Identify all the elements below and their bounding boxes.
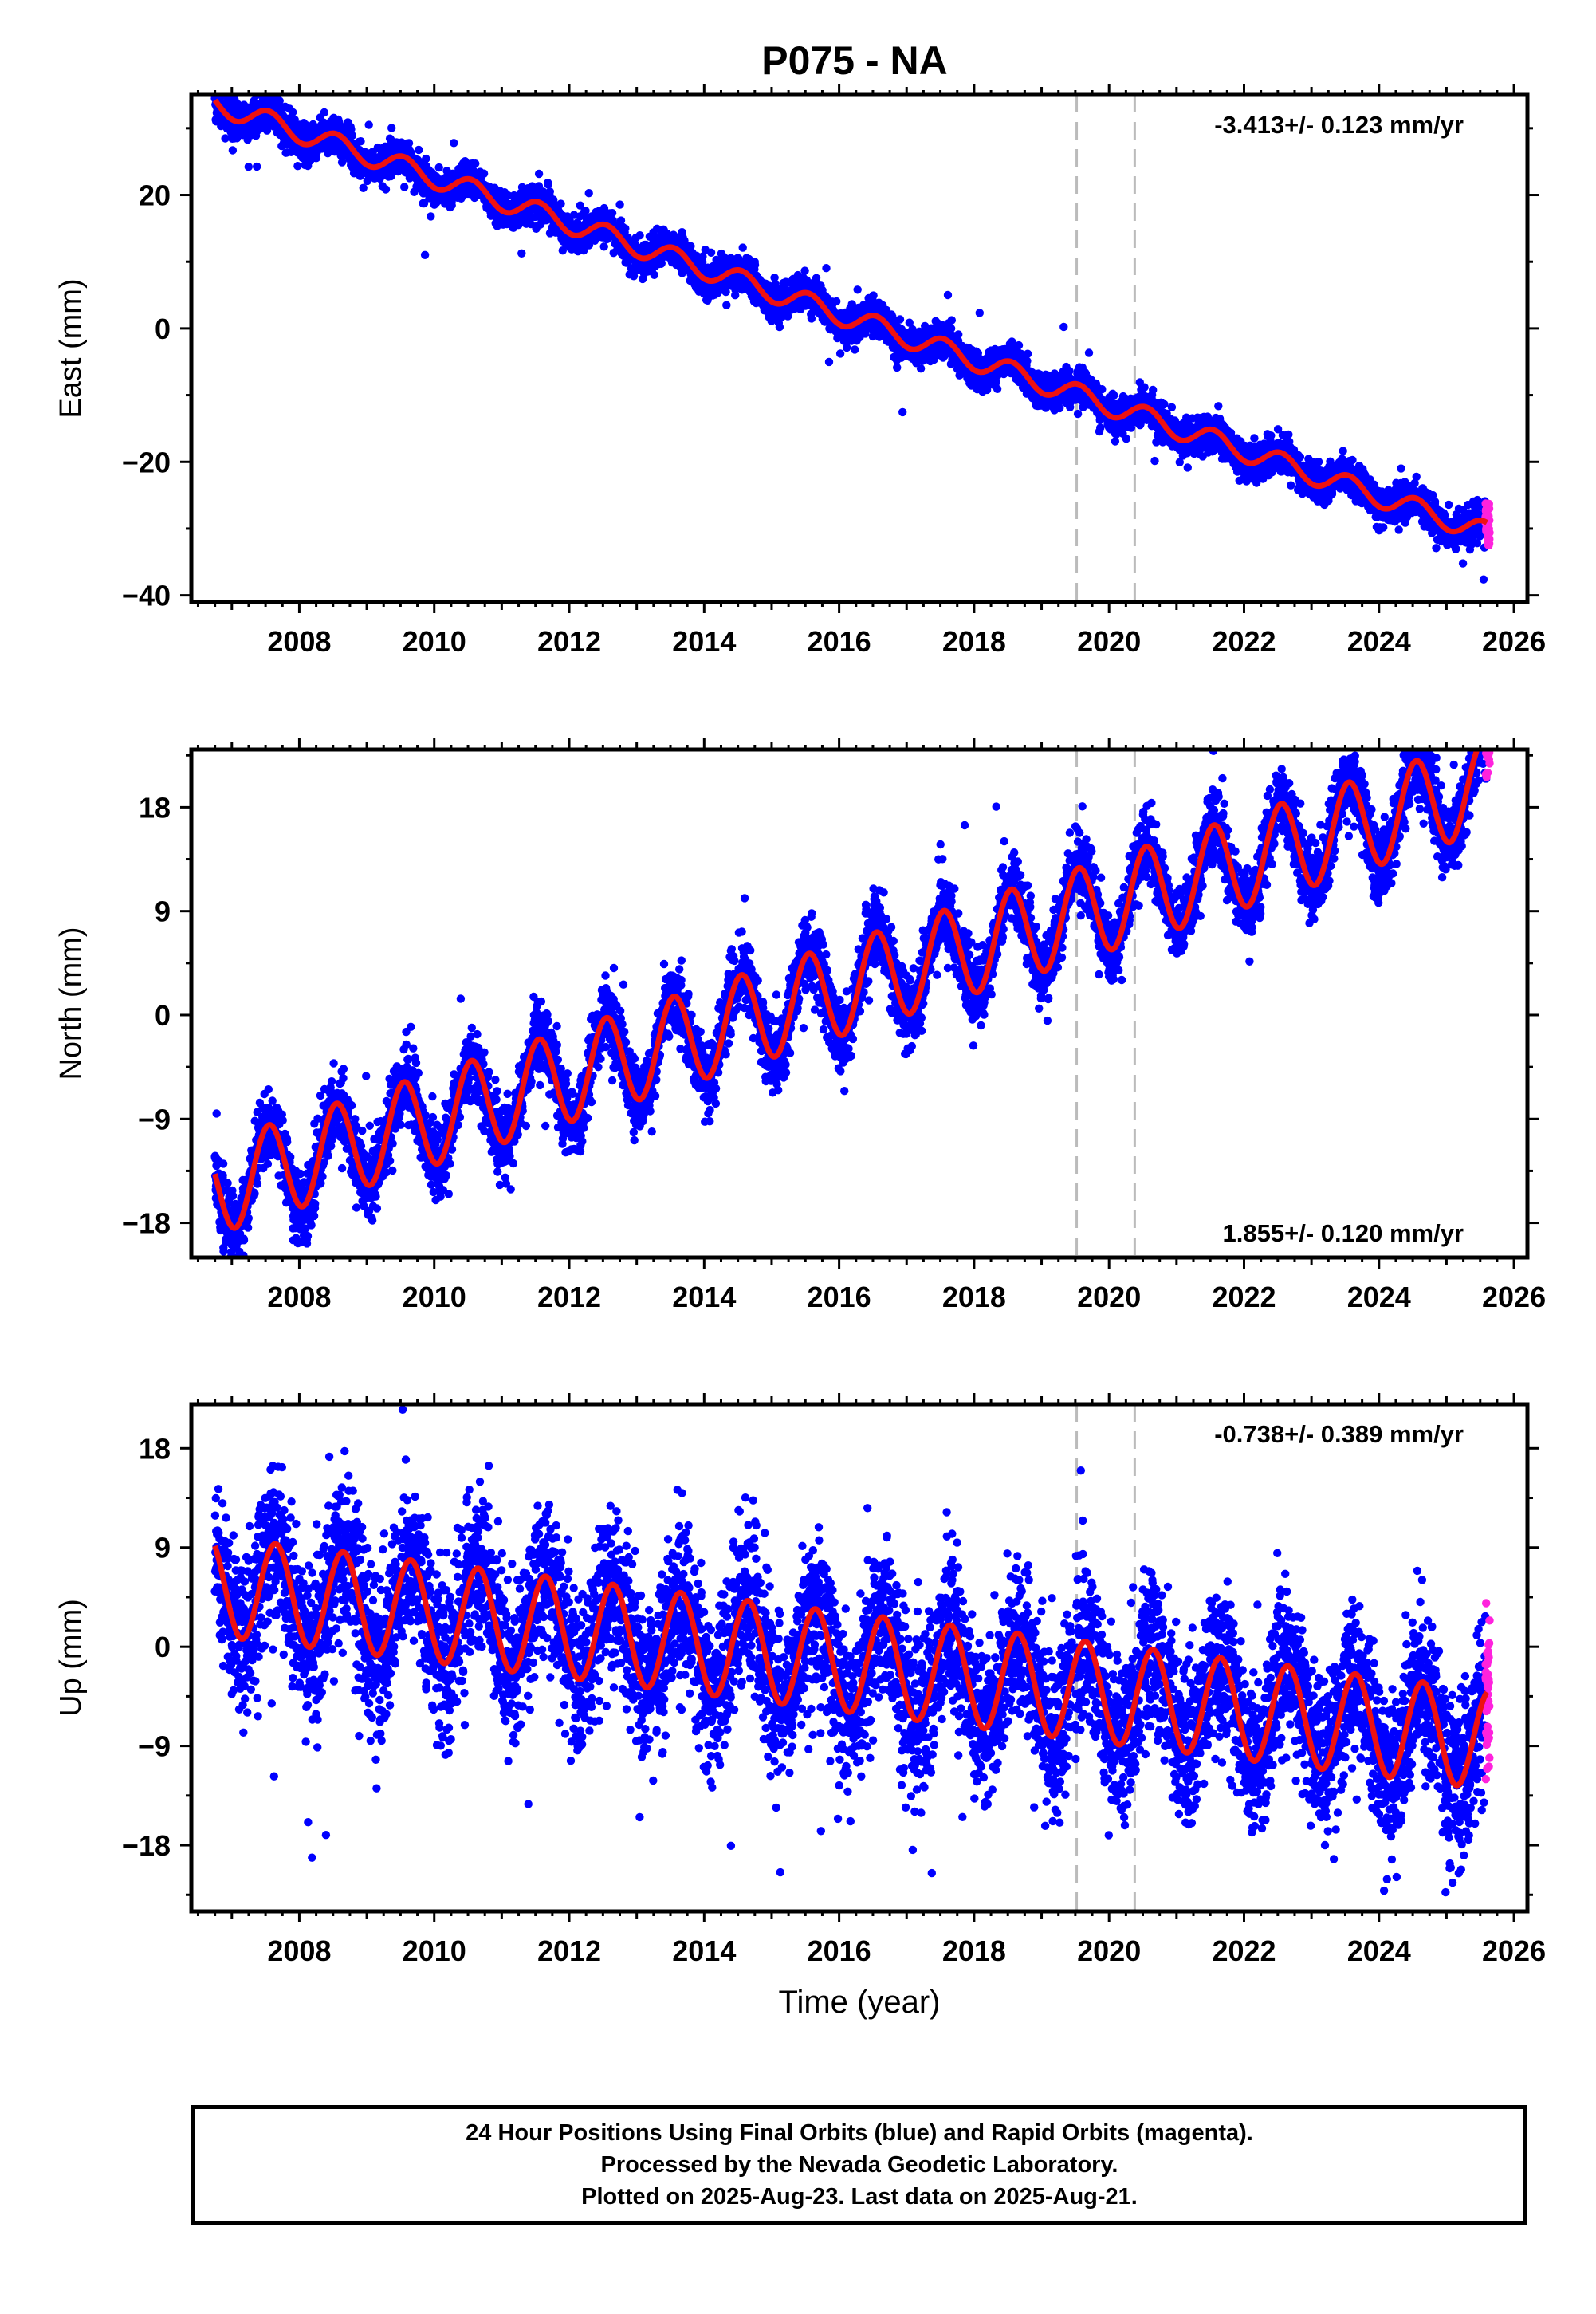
final-orbit-point xyxy=(404,139,414,148)
panels-container: 2008 2010 2012 2014 2016 2018 2020 2022 2024 2026… xyxy=(54,76,1546,2020)
final-orbit-point xyxy=(869,291,878,300)
final-orbit-point xyxy=(387,124,396,132)
final-orbit-point xyxy=(832,297,841,306)
final-orbit-point xyxy=(214,80,222,88)
final-orbit-point xyxy=(1122,435,1131,443)
final-orbit-point xyxy=(1065,367,1074,376)
final-orbit-point xyxy=(650,270,658,279)
final-orbit-point xyxy=(545,187,554,196)
final-orbit-point xyxy=(943,290,953,300)
final-orbit-point xyxy=(835,349,845,358)
final-orbit-point xyxy=(635,231,644,240)
final-orbit-point xyxy=(253,162,261,171)
final-orbit-point xyxy=(722,301,731,309)
final-orbit-point xyxy=(1098,385,1107,394)
final-orbit-point xyxy=(217,81,225,89)
final-orbit-point xyxy=(898,407,907,417)
final-orbit-point xyxy=(544,180,552,189)
final-orbit-point xyxy=(800,266,809,275)
final-orbit-point xyxy=(255,76,263,84)
final-orbit-point xyxy=(517,249,526,258)
final-orbit-point xyxy=(615,200,624,209)
final-orbit-point xyxy=(504,191,513,200)
final-orbit-point xyxy=(228,146,238,155)
final-orbit-point xyxy=(750,261,760,270)
figure-title: P075 - NA xyxy=(761,38,947,83)
final-orbit-point xyxy=(422,154,430,163)
final-orbit-point xyxy=(807,314,816,323)
final-orbit-point xyxy=(312,154,321,163)
final-orbit-point xyxy=(895,315,905,324)
final-orbit-point xyxy=(1055,403,1064,413)
final-orbit-point xyxy=(320,108,328,117)
final-orbit-point xyxy=(738,243,747,252)
final-orbit-point xyxy=(706,248,716,257)
final-orbit-point xyxy=(427,212,435,221)
final-orbit-point xyxy=(289,108,297,116)
final-orbit-point xyxy=(356,137,365,146)
final-orbit-point xyxy=(822,264,831,273)
final-orbit-point xyxy=(1084,348,1094,357)
final-orbit-point xyxy=(599,242,608,251)
final-orbit-point xyxy=(556,199,565,208)
final-orbit-point xyxy=(1110,391,1118,399)
final-orbit-point xyxy=(893,363,902,372)
final-orbit-point xyxy=(415,145,423,155)
panel-east: 2008 2010 2012 2014 2016 2018 2020 2022 2024 2026… xyxy=(54,76,1546,658)
final-orbit-point xyxy=(853,285,862,294)
final-orbit-point xyxy=(1096,423,1105,432)
final-orbit-point xyxy=(381,185,391,194)
final-orbit-point xyxy=(275,96,284,105)
final-orbit-point xyxy=(337,158,347,167)
final-orbit-point xyxy=(434,163,443,172)
final-orbit-point xyxy=(293,162,302,171)
final-orbit-point xyxy=(479,169,489,178)
final-orbit-point xyxy=(954,330,963,339)
final-orbit-point xyxy=(1023,356,1032,365)
final-orbit-point xyxy=(534,169,544,179)
final-orbit-point xyxy=(851,345,859,354)
final-orbit-point xyxy=(1059,322,1068,332)
final-orbit-point xyxy=(1111,437,1120,446)
final-orbit-point xyxy=(1014,340,1024,350)
final-orbit-point xyxy=(916,364,926,373)
final-orbit-point xyxy=(1073,409,1083,419)
final-orbit-point xyxy=(356,171,364,180)
final-orbit-point xyxy=(1023,349,1032,358)
final-orbit-point xyxy=(400,183,409,191)
final-orbit-point xyxy=(244,163,253,171)
final-orbit-point xyxy=(364,120,373,129)
final-orbit-point xyxy=(221,134,230,143)
final-orbit-point xyxy=(347,124,356,134)
final-orbit-point xyxy=(450,139,458,148)
final-orbit-point xyxy=(584,189,593,198)
final-orbit-point xyxy=(447,201,456,210)
final-orbit-point xyxy=(269,84,277,92)
final-orbit-point xyxy=(947,316,957,325)
final-orbit-point xyxy=(419,199,429,208)
final-orbit-points-east xyxy=(210,76,1491,584)
final-orbit-point xyxy=(420,250,430,259)
final-orbit-point xyxy=(607,209,617,218)
final-orbit-point xyxy=(975,309,985,317)
final-orbit-point xyxy=(993,384,1002,393)
final-orbit-point xyxy=(549,195,558,204)
plot-area-east xyxy=(210,76,1494,602)
final-orbit-point xyxy=(359,183,368,192)
final-orbit-point xyxy=(946,324,956,333)
final-orbit-point xyxy=(775,322,784,332)
final-orbit-point xyxy=(471,159,480,168)
final-orbit-point xyxy=(348,131,356,140)
final-orbit-point xyxy=(621,224,630,233)
final-orbit-point xyxy=(824,357,834,367)
final-orbit-point xyxy=(581,207,590,215)
